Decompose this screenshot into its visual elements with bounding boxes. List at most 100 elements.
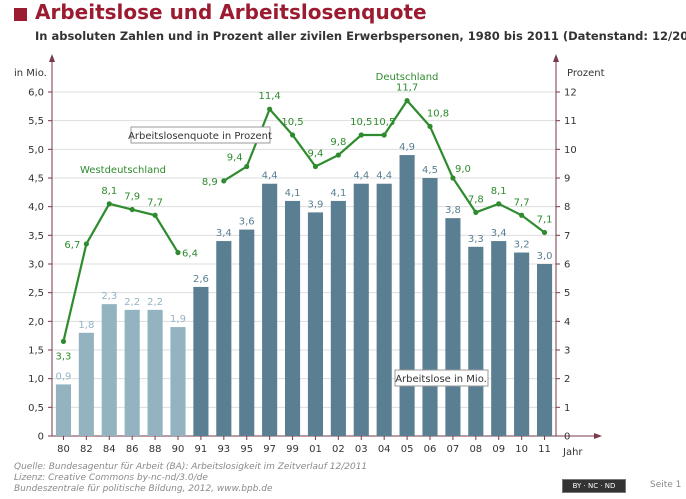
x-tick-label: 86: [126, 444, 139, 455]
line-value-label: 9,4: [227, 153, 243, 164]
line-point: [519, 212, 525, 218]
right-tick-label: 0: [564, 432, 570, 443]
line-point: [60, 338, 67, 344]
right-tick-label: 2: [564, 374, 570, 385]
bar-value-label: 4,1: [330, 188, 346, 199]
line-series-box: [130, 126, 271, 144]
bar-01: [307, 212, 324, 436]
x-tick-label: 08: [469, 444, 482, 455]
line-point: [106, 201, 112, 207]
x-tick-label: 09: [492, 444, 505, 455]
bar-value-label: 0,9: [56, 371, 72, 382]
left-tick-label: 3,5: [28, 231, 44, 242]
line-value-label: 7,8: [468, 194, 484, 205]
bar-value-label: 2,2: [124, 297, 140, 308]
bar-value-label: 3,2: [514, 240, 530, 251]
bar-97: [262, 183, 278, 436]
left-tick-label: 0,5: [28, 403, 44, 414]
line-value-label: 6,7: [64, 240, 80, 251]
bar-02: [330, 200, 346, 436]
line-value-label: 10,8: [427, 108, 449, 119]
x-tick-label: 10: [515, 444, 528, 455]
line-value-label: 9,4: [308, 149, 324, 160]
left-tick-label: 0: [38, 432, 44, 443]
right-tick-label: 9: [564, 174, 570, 185]
x-tick-label: 11: [538, 444, 551, 455]
bar-value-label: 4,4: [376, 171, 392, 182]
line-value-label: 7,7: [147, 197, 163, 208]
left-tick-label: 5,5: [28, 116, 44, 127]
line-value-label: 10,5: [350, 117, 372, 128]
right-tick-label: 7: [564, 231, 570, 242]
left-tick-label: 1,0: [28, 374, 44, 385]
x-tick-label: 95: [240, 444, 253, 455]
line-point: [244, 163, 250, 170]
line-point: [450, 175, 456, 181]
right-tick-label: 5: [564, 288, 570, 299]
x-tick-label: 01: [309, 444, 322, 455]
x-tick-label: 82: [80, 444, 93, 455]
left-axis-title: in Mio.: [14, 68, 47, 79]
bar-series-label: Arbeitslose in Mio.: [395, 374, 487, 385]
left-tick-label: 2,5: [28, 288, 44, 299]
bar-08: [468, 246, 484, 436]
bar-value-label: 4,4: [262, 171, 278, 182]
segment-label-germany: Deutschland: [376, 72, 439, 83]
footer-source: Quelle: Bundesagentur für Arbeit (BA): A…: [14, 462, 368, 472]
line-value-label: 8,9: [202, 177, 218, 188]
right-tick-label: 1: [564, 403, 570, 414]
line-series-label: Arbeitslosenquote in Prozent: [128, 131, 272, 142]
line-point: [289, 132, 296, 138]
right-tick-label: 8: [564, 202, 570, 213]
cc-license-badge: BY · NC · ND: [562, 479, 626, 493]
bar-value-label: 4,5: [422, 165, 438, 176]
left-tick-label: 1,5: [28, 346, 44, 357]
bar-series-box: [394, 369, 489, 387]
bar-90: [170, 327, 186, 436]
title-square: [14, 8, 27, 21]
footer-license: Lizenz: Creative Commons by-nc-nd/3.0/de: [14, 473, 208, 483]
x-tick-label: 05: [401, 444, 414, 455]
bar-99: [284, 200, 301, 436]
right-axis-title: Prozent: [567, 68, 605, 79]
bar-10: [514, 252, 530, 436]
right-tick-label: 11: [564, 116, 577, 127]
bar-value-label: 1,9: [170, 314, 186, 325]
right-tick-label: 3: [564, 346, 570, 357]
left-tick-label: 4,0: [28, 202, 44, 213]
line-value-label: 10,5: [373, 117, 395, 128]
x-tick-label: 97: [263, 444, 276, 455]
line-point: [427, 123, 433, 129]
bar-value-label: 4,9: [399, 142, 415, 153]
x-tick-label: 06: [424, 444, 437, 455]
line-point: [221, 178, 227, 184]
segment-label-west: Westdeutschland: [80, 165, 166, 176]
bar-80: [55, 384, 72, 436]
left-tick-label: 5,0: [28, 145, 44, 156]
line-point: [335, 152, 341, 158]
right-axis-arrow: [553, 54, 559, 62]
x-tick-label: 99: [286, 444, 299, 455]
bar-value-label: 3,4: [491, 228, 507, 239]
line-point: [381, 132, 387, 138]
right-tick-label: 10: [564, 145, 577, 156]
x-tick-label: 90: [172, 444, 185, 455]
line-point: [152, 212, 158, 218]
right-tick-label: 12: [564, 88, 577, 99]
right-tick-label: 6: [564, 260, 570, 271]
line-value-label: 11,4: [259, 91, 281, 102]
x-tick-label: 91: [195, 444, 208, 455]
bar-88: [147, 309, 163, 436]
line-point: [404, 98, 410, 104]
left-tick-label: 3,0: [28, 260, 44, 271]
bar-value-label: 3,9: [308, 199, 324, 210]
line-value-label: 7,9: [124, 192, 140, 203]
bar-value-label: 1,8: [78, 320, 94, 331]
bar-05: [399, 155, 415, 437]
bar-value-label: 3,0: [537, 251, 553, 262]
line-value-label: 9,0: [455, 164, 471, 175]
line-point: [496, 201, 502, 207]
x-tick-label: 07: [447, 444, 460, 455]
line-value-label: 7,7: [514, 197, 530, 208]
line-point: [312, 163, 319, 170]
